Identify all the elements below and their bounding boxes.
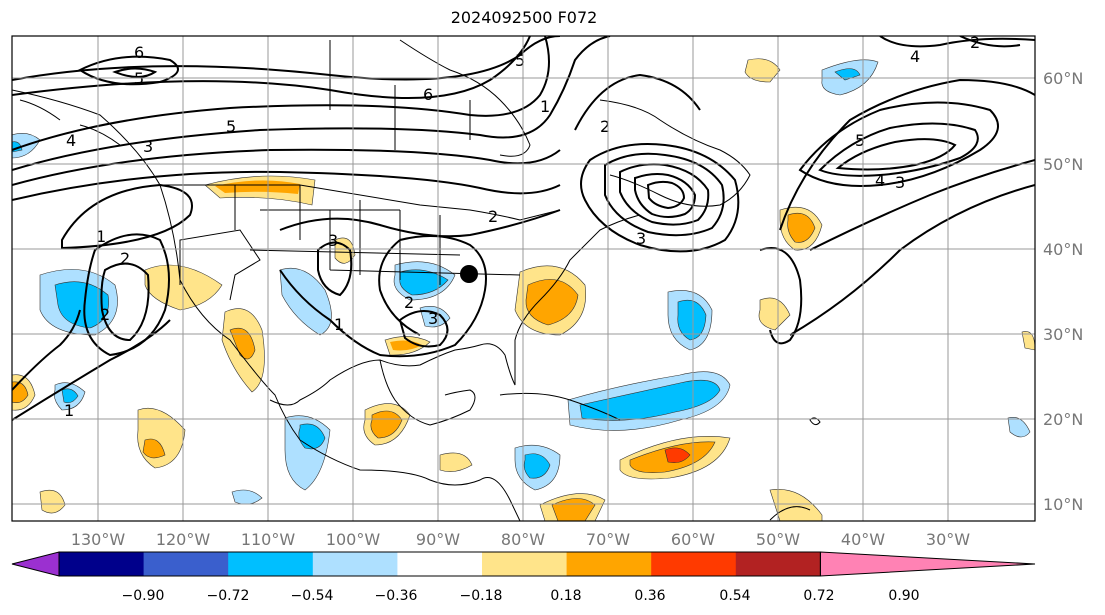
contour-label: 2 [100,305,110,324]
contour-label: 1 [64,401,74,420]
colorbar-tick: 0.18 [550,588,581,604]
lat-label: 10°N [1043,495,1083,514]
lon-label: 100°W [326,530,381,549]
colorbar-extend-low [11,551,60,577]
contour-label: 5 [855,131,865,150]
lon-label: 90°W [416,530,460,549]
longitude-labels: 130°W 120°W 110°W 100°W 90°W 80°W 70°W 6… [71,530,970,549]
latitude-labels: 60°N 50°N 40°N 30°N 20°N 10°N [1043,69,1083,514]
lon-label: 40°W [841,530,885,549]
lat-label: 50°N [1043,155,1083,174]
contour-label: 3 [143,137,153,156]
lon-label: 130°W [71,530,126,549]
colorbar-segment [482,552,568,576]
lat-label: 30°N [1043,325,1083,344]
lon-label: 110°W [241,530,296,549]
lat-label: 40°N [1043,240,1083,259]
contour-label: 3 [428,309,438,328]
contour-label: 6 [423,85,433,104]
colorbar-tick: −0.18 [460,588,503,604]
lon-label: 80°W [501,530,545,549]
colorbar-tick: −0.72 [207,588,250,604]
colorbar-segment [312,552,398,576]
colorbar-segment [59,552,145,576]
contour-label: 6 [134,43,144,62]
contour-label: 2 [404,293,414,312]
lon-label: 70°W [586,530,630,549]
colorbar-segment [566,552,652,576]
storm-center-marker [460,265,478,283]
colorbar-tick: 0.36 [634,588,665,604]
colorbar-tick: 0.72 [803,588,834,604]
colorbar-tick: 0.90 [888,588,919,604]
coastlines [12,39,821,521]
contour-label: 4 [875,171,885,190]
lon-label: 120°W [156,530,211,549]
colorbar-tick: −0.36 [375,588,418,604]
contour-label: 1 [96,227,106,246]
contour-label: 2 [600,117,610,136]
contour-label: 2 [120,249,130,268]
contour-lines [12,36,1035,421]
colorbar-segment [651,552,737,576]
map-border [11,35,1036,522]
contour-label: 3 [328,231,338,250]
contour-label: 4 [910,47,920,66]
colorbar [11,551,1036,577]
lat-label: 20°N [1043,410,1083,429]
lon-label: 60°W [671,530,715,549]
lon-label: 50°W [756,530,800,549]
colorbar-segment [143,552,229,576]
contour-label: 1 [540,97,550,116]
anomaly-shading [12,58,1035,521]
contour-label: 2 [488,207,498,226]
contour-label: 3 [895,173,905,192]
contour-label: 1 [334,315,344,334]
colorbar-segment [397,552,483,576]
colorbar-ticks: −0.90 −0.72 −0.54 −0.36 −0.18 0.18 0.36 … [122,588,920,604]
lat-label: 60°N [1043,69,1083,88]
contour-label: 5 [226,117,236,136]
contour-labels: 6 5 6 5 4 3 2 1 2 1 3 2 3 2 3 5 4 3 4 5 … [64,33,980,420]
colorbar-border [58,551,821,577]
contour-label: 2 [970,33,980,52]
contour-label: 4 [66,131,76,150]
colorbar-segment [735,552,821,576]
map-title: 2024092500 F072 [450,8,598,27]
contour-label: 5 [515,51,525,70]
colorbar-segment [228,552,314,576]
colorbar-tick: −0.54 [291,588,334,604]
contour-label: 3 [636,229,646,248]
graticule [12,36,1035,521]
colorbar-tick: 0.54 [719,588,750,604]
lon-label: 30°W [926,530,970,549]
colorbar-extend-high [819,551,1036,577]
colorbar-tick: −0.90 [122,588,165,604]
